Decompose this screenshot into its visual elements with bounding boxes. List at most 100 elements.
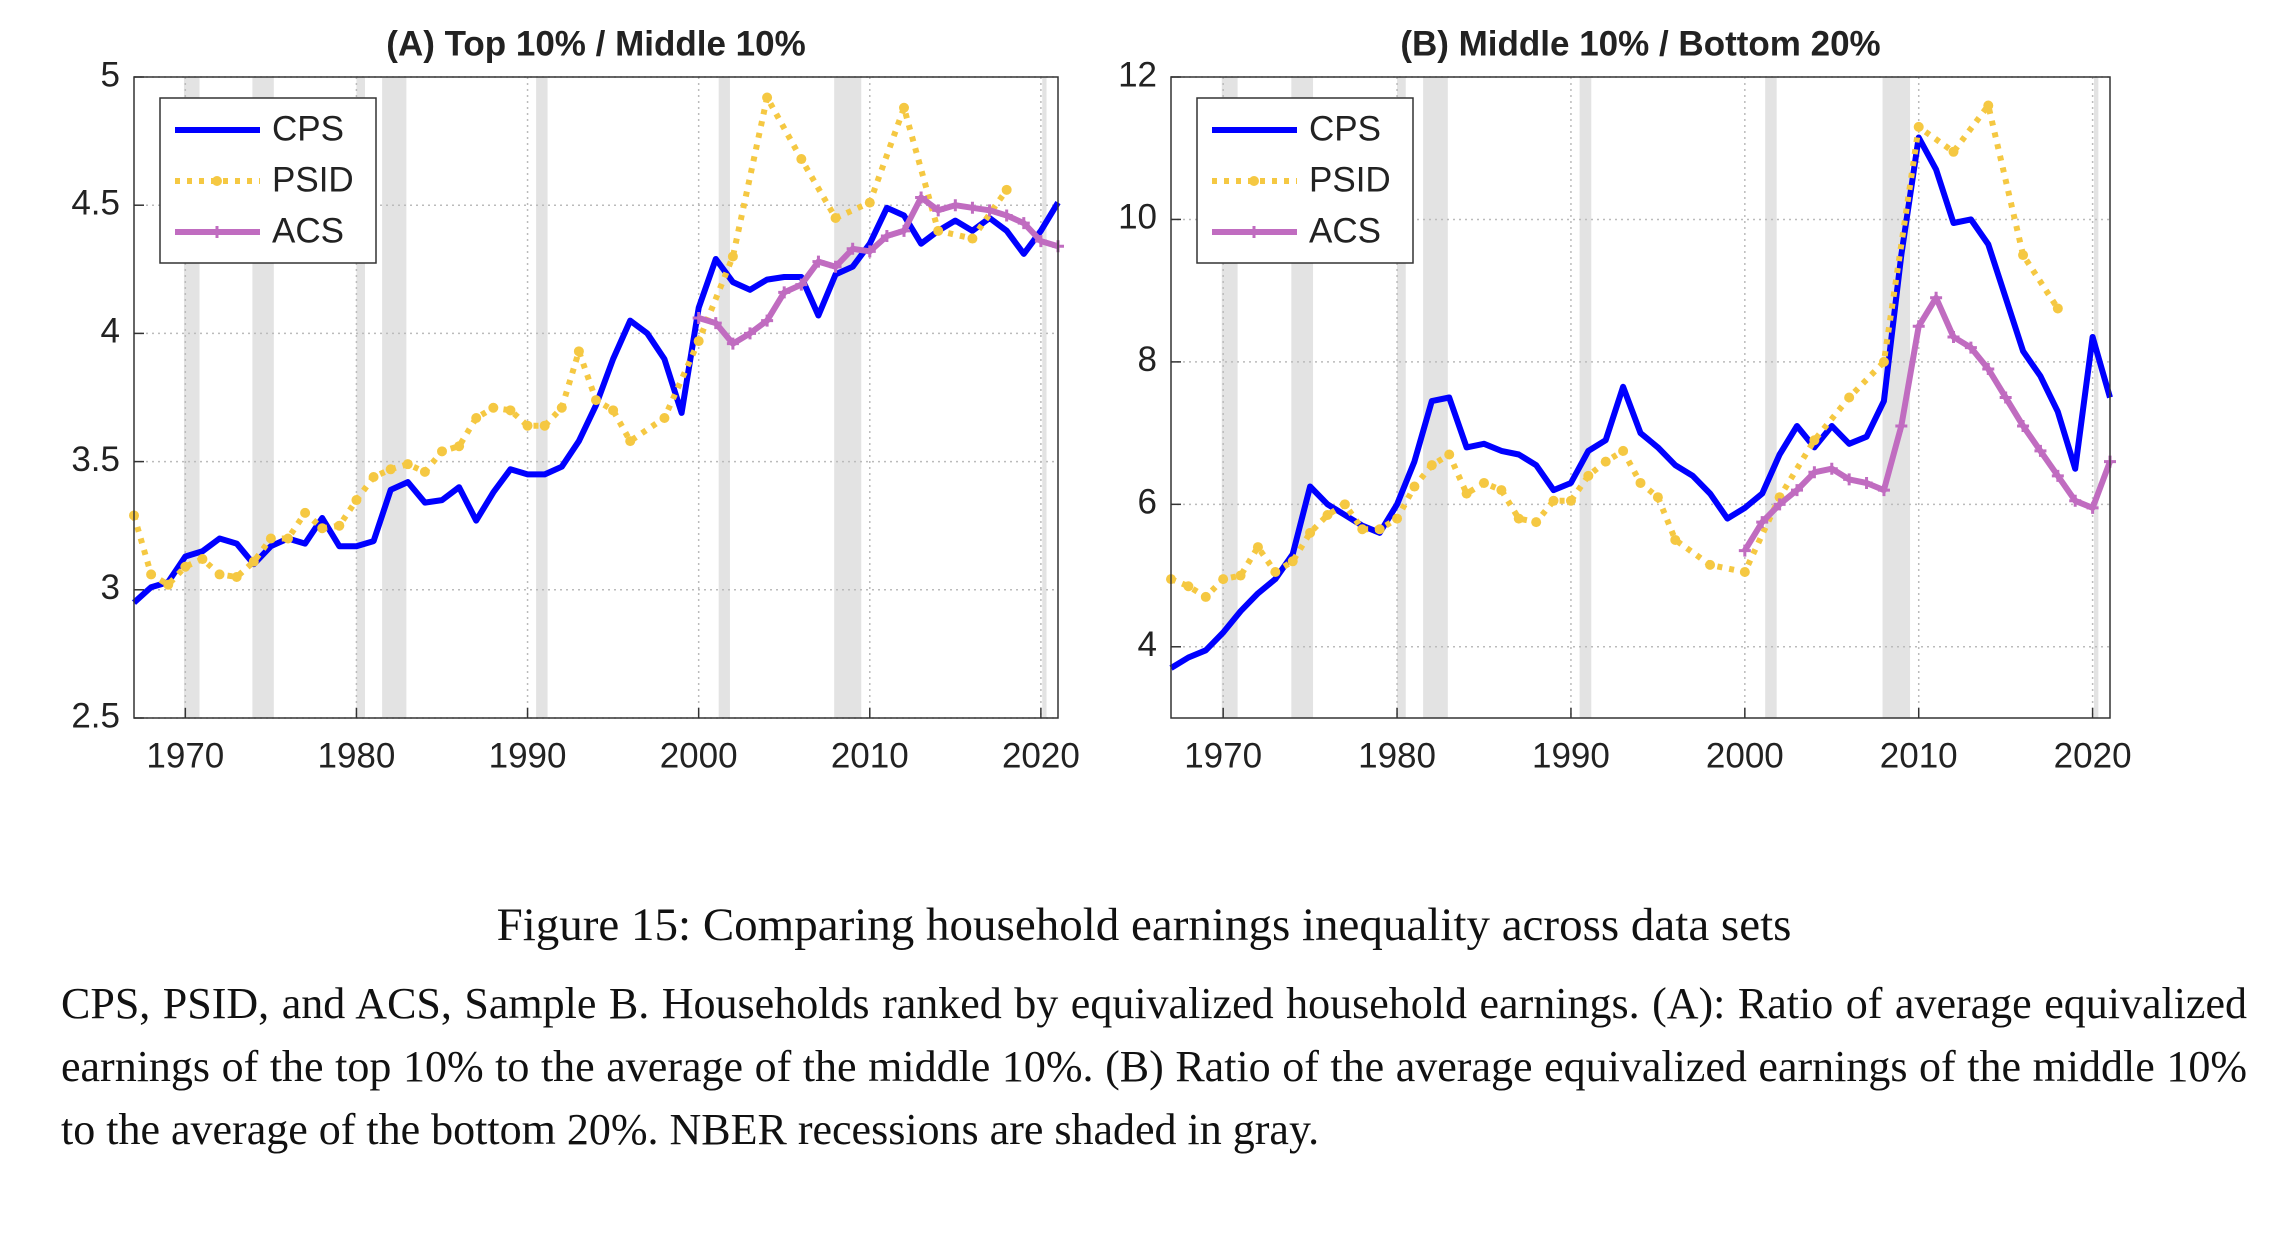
marker bbox=[231, 571, 242, 582]
marker bbox=[1635, 477, 1646, 488]
marker bbox=[1339, 499, 1350, 510]
marker bbox=[1652, 492, 1663, 503]
marker bbox=[1444, 449, 1455, 460]
marker bbox=[1844, 392, 1855, 403]
marker bbox=[915, 191, 928, 204]
y-tick-label: 4 bbox=[1138, 625, 1157, 664]
marker bbox=[1739, 566, 1750, 577]
marker bbox=[829, 260, 842, 273]
marker bbox=[1270, 566, 1281, 577]
legend-box bbox=[1196, 97, 1414, 264]
marker bbox=[863, 245, 876, 258]
marker bbox=[608, 405, 619, 416]
recession-band bbox=[1579, 77, 1592, 718]
y-tick-label: 6 bbox=[1138, 483, 1157, 522]
recession-band bbox=[536, 77, 548, 718]
marker bbox=[591, 395, 601, 406]
series-line bbox=[1742, 294, 2113, 553]
marker bbox=[146, 569, 157, 580]
marker bbox=[1531, 517, 1542, 528]
marker bbox=[214, 569, 225, 580]
marker bbox=[1860, 476, 1873, 489]
marker bbox=[556, 402, 567, 413]
legend-box bbox=[159, 97, 377, 264]
marker bbox=[709, 317, 722, 330]
marker bbox=[248, 556, 259, 567]
y-tick-label: 5 bbox=[101, 55, 120, 94]
marker bbox=[744, 327, 756, 340]
marker bbox=[368, 471, 379, 482]
chart: 2.5 3 3.5 4 4.5 5 1970 1980 1990 2000 2010 2020 (A) … bbox=[71, 24, 2132, 775]
marker bbox=[726, 337, 739, 350]
marker bbox=[351, 495, 362, 506]
marker bbox=[1600, 456, 1611, 467]
plot-frame bbox=[133, 76, 1059, 719]
series-line bbox=[1169, 102, 2061, 600]
figure-caption-body: CPS, PSID, and ACS, Sample B. Households… bbox=[61, 979, 2247, 1154]
marker bbox=[1000, 209, 1013, 222]
x-tick-label: 1990 bbox=[1532, 736, 1610, 775]
marker bbox=[1618, 445, 1629, 456]
marker bbox=[1305, 527, 1316, 538]
legend-marker bbox=[1249, 176, 1259, 186]
recession-band bbox=[382, 77, 407, 718]
marker bbox=[471, 413, 482, 424]
marker bbox=[761, 314, 774, 327]
legend-label: ACS bbox=[272, 211, 344, 250]
marker bbox=[1999, 391, 2012, 404]
marker bbox=[1583, 470, 1594, 481]
marker bbox=[505, 405, 516, 416]
marker bbox=[762, 92, 773, 103]
marker bbox=[1756, 516, 1769, 529]
marker bbox=[265, 533, 276, 544]
marker bbox=[864, 197, 875, 208]
marker bbox=[1738, 544, 1751, 557]
legend-marker bbox=[212, 176, 222, 186]
marker bbox=[1017, 217, 1030, 230]
legend-marker bbox=[211, 226, 223, 238]
y-tick-label: 4 bbox=[101, 312, 120, 351]
marker bbox=[2034, 444, 2047, 457]
marker bbox=[2051, 469, 2064, 482]
marker bbox=[488, 402, 499, 413]
marker bbox=[1705, 559, 1716, 570]
marker bbox=[795, 278, 808, 291]
marker bbox=[898, 224, 910, 237]
marker bbox=[933, 225, 944, 236]
marker bbox=[2069, 494, 2082, 507]
marker bbox=[659, 413, 670, 424]
marker bbox=[454, 441, 465, 452]
x-tick-label: 2010 bbox=[831, 736, 909, 775]
marker bbox=[1843, 473, 1856, 486]
x-tick-label: 2020 bbox=[2054, 736, 2132, 775]
marker bbox=[1461, 488, 1472, 499]
marker bbox=[1357, 524, 1368, 535]
marker bbox=[1374, 524, 1385, 535]
x-tick-label: 1990 bbox=[489, 736, 567, 775]
marker bbox=[197, 554, 208, 565]
marker bbox=[1183, 581, 1194, 592]
marker bbox=[1001, 184, 1012, 195]
legend-label: CPS bbox=[272, 109, 344, 148]
marker bbox=[1947, 330, 1960, 343]
marker bbox=[1034, 235, 1047, 248]
marker bbox=[830, 213, 841, 224]
marker bbox=[180, 561, 191, 572]
x-tick-label: 1980 bbox=[1358, 736, 1436, 775]
y-tick-label: 2.5 bbox=[71, 696, 120, 735]
marker bbox=[437, 446, 447, 457]
chart-title: (A) Top 10% / Middle 10% bbox=[386, 24, 805, 63]
series-line bbox=[131, 94, 1010, 588]
marker bbox=[1948, 146, 1959, 157]
y-tick-label: 8 bbox=[1138, 340, 1157, 379]
marker bbox=[846, 242, 859, 255]
marker bbox=[2086, 501, 2099, 514]
marker bbox=[932, 204, 945, 217]
marker bbox=[1218, 574, 1229, 585]
marker bbox=[539, 420, 550, 431]
marker bbox=[1548, 495, 1559, 506]
x-tick-label: 2020 bbox=[1002, 736, 1080, 775]
marker bbox=[2052, 303, 2063, 314]
marker bbox=[983, 204, 996, 217]
